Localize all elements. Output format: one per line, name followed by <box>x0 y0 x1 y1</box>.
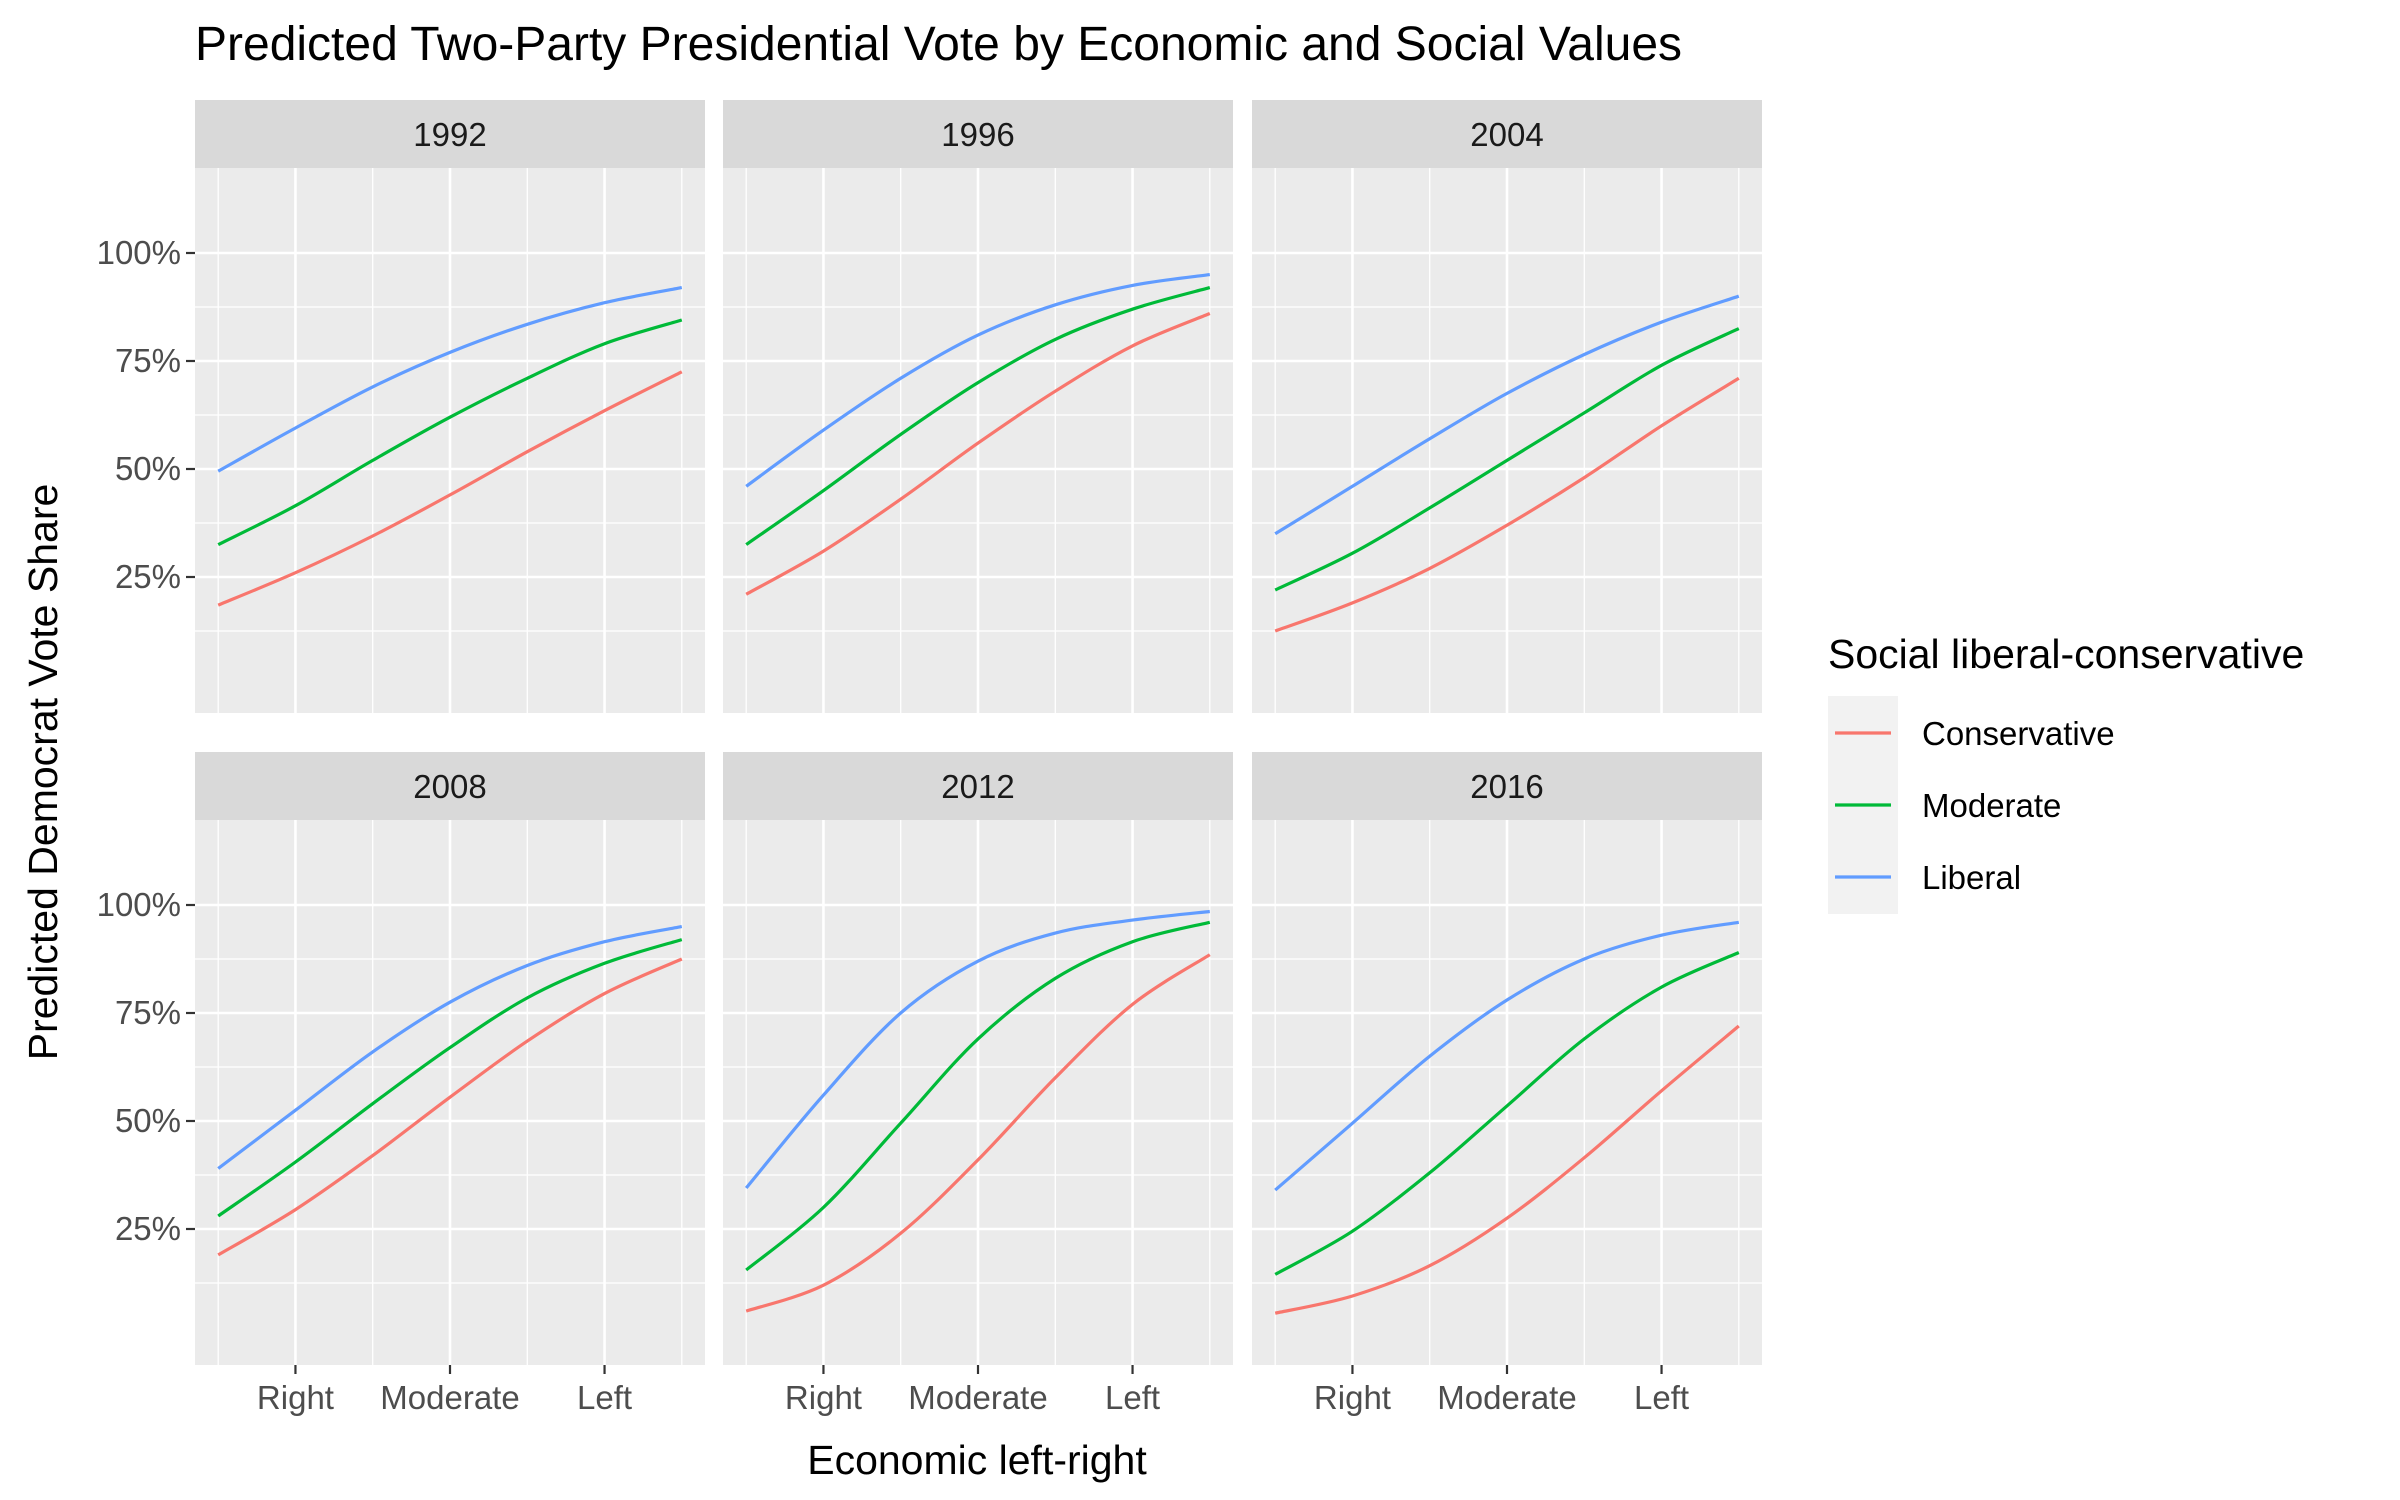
legend: Social liberal-conservative Conservative… <box>1828 631 2304 914</box>
facet-strip <box>195 752 705 820</box>
legend-entry-liberal: Liberal <box>1835 859 2021 896</box>
legend-label: Conservative <box>1922 715 2115 752</box>
y-axis-title: Predicted Democrat Vote Share <box>20 484 66 1061</box>
facet-panels: 1992 25% 50% 75% 100% 1996 2004 2008 25% 50% 75% 10… <box>97 100 1762 1416</box>
facet-strip-label: 2008 <box>413 768 486 805</box>
series-line-liberal <box>1274 294 1740 536</box>
series-line-liberal <box>744 909 1210 1190</box>
facet-panel-2004: 2004 <box>1252 100 1762 713</box>
facet-panel-2016: 2016 Right Moderate Left <box>1252 752 1762 1416</box>
facet-strip-label: 1992 <box>413 116 486 153</box>
facet-strip <box>1252 100 1762 168</box>
facet-panel-1992: 1992 25% 50% 75% 100% <box>97 100 705 713</box>
series-line-moderate <box>1274 951 1740 1276</box>
facet-strip <box>195 100 705 168</box>
facet-strip-label: 2004 <box>1470 116 1543 153</box>
facet-strip-label: 1996 <box>941 116 1014 153</box>
facet-strip-label: 2012 <box>941 768 1014 805</box>
facet-strip <box>723 100 1233 168</box>
series-line-moderate <box>745 286 1211 546</box>
legend-entries: Conservative Moderate Liberal <box>1835 715 2115 896</box>
x-tick-label: Left <box>1105 1379 1160 1416</box>
series-line-liberal <box>217 286 683 473</box>
series-line-liberal <box>745 273 1211 488</box>
y-tick-label: 25% <box>115 1210 181 1247</box>
legend-label: Liberal <box>1922 859 2021 896</box>
x-tick-label: Right <box>785 1379 862 1416</box>
y-tick-label: 75% <box>115 342 181 379</box>
y-tick-label: 75% <box>115 994 181 1031</box>
chart-title: Predicted Two-Party Presidential Vote by… <box>195 18 1682 71</box>
series-line-moderate <box>217 318 683 547</box>
legend-label: Moderate <box>1922 787 2061 824</box>
x-tick-label: Right <box>1314 1379 1391 1416</box>
series-line-liberal <box>1274 920 1740 1192</box>
x-tick-label: Left <box>577 1379 632 1416</box>
facet-panel-2012: 2012 Right Moderate Left <box>723 752 1233 1416</box>
x-tick-label: Right <box>257 1379 334 1416</box>
y-tick-label: 25% <box>115 558 181 595</box>
series-line-conservative <box>745 953 1211 1313</box>
facet-strip <box>1252 752 1762 820</box>
y-tick-label: 50% <box>115 450 181 487</box>
series-line-conservative <box>217 957 683 1257</box>
legend-entry-moderate: Moderate <box>1835 787 2061 824</box>
facet-panel-1996: 1996 <box>723 100 1233 713</box>
series-line-moderate <box>217 938 683 1218</box>
series-line-moderate <box>745 920 1211 1272</box>
series-line-moderate <box>1274 327 1740 592</box>
y-tick-label: 100% <box>97 234 181 271</box>
series-line-conservative <box>745 312 1211 596</box>
y-tick-label: 100% <box>97 886 181 923</box>
y-tick-label: 50% <box>115 1102 181 1139</box>
series-line-conservative <box>1274 1024 1740 1315</box>
facet-strip <box>723 752 1233 820</box>
x-tick-label: Moderate <box>1437 1379 1576 1416</box>
series-line-conservative <box>217 370 683 607</box>
x-tick-label: Moderate <box>908 1379 1047 1416</box>
series-line-conservative <box>1274 376 1740 633</box>
legend-entry-conservative: Conservative <box>1835 715 2115 752</box>
x-tick-label: Left <box>1634 1379 1689 1416</box>
facet-panel-2008: 2008 25% 50% 75% 100% Right Moderate Left <box>97 752 705 1416</box>
facet-strip-label: 2016 <box>1470 768 1543 805</box>
x-tick-label: Moderate <box>380 1379 519 1416</box>
x-axis-title: Economic left-right <box>807 1437 1147 1483</box>
series-line-liberal <box>217 925 683 1170</box>
legend-title: Social liberal-conservative <box>1828 631 2304 677</box>
